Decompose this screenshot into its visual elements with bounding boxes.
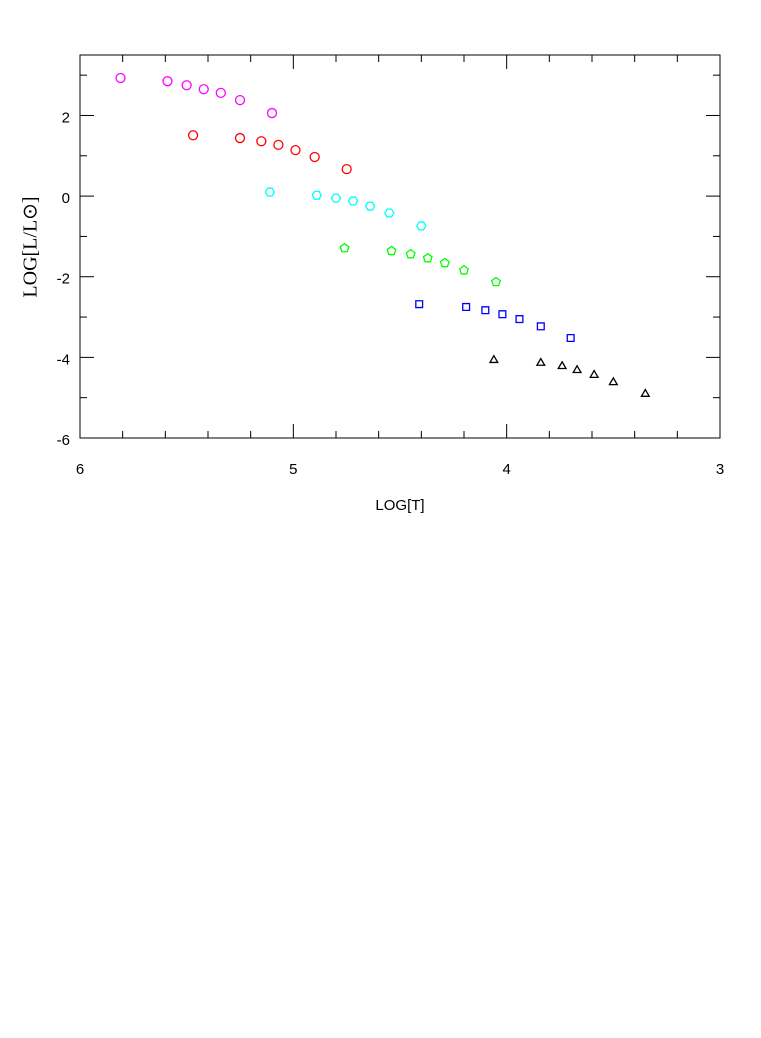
point xyxy=(347,196,359,206)
point xyxy=(264,187,276,197)
point xyxy=(162,76,173,87)
point xyxy=(309,151,320,163)
x-tick-label: 4 xyxy=(502,461,510,478)
y-tick-label: -6 xyxy=(57,432,70,449)
point xyxy=(215,87,226,99)
point xyxy=(256,136,267,147)
point xyxy=(462,302,471,312)
point xyxy=(181,80,192,91)
x-tick-label: 5 xyxy=(289,461,297,478)
point xyxy=(572,364,583,374)
point xyxy=(266,107,278,119)
y-tick-label: -4 xyxy=(57,351,70,368)
point xyxy=(481,306,490,315)
point xyxy=(415,300,424,309)
plot-frame xyxy=(79,54,721,439)
point xyxy=(458,264,470,275)
x-axis-label: LOG[T] xyxy=(375,497,424,514)
point xyxy=(386,245,397,256)
point xyxy=(439,257,450,268)
point xyxy=(187,130,199,141)
point xyxy=(557,360,568,370)
y-axis-label: LOG[L/L⊙] xyxy=(20,196,42,297)
y-tick-label: 0 xyxy=(62,190,70,207)
point xyxy=(273,139,284,151)
point xyxy=(536,322,545,331)
x-tick-label: 6 xyxy=(76,461,84,478)
y-tick-label: -2 xyxy=(57,271,70,288)
point xyxy=(498,310,507,319)
point xyxy=(290,144,301,156)
point xyxy=(198,84,209,95)
point xyxy=(515,315,524,324)
point xyxy=(405,248,416,259)
point xyxy=(341,163,352,175)
point xyxy=(566,333,575,343)
point xyxy=(490,276,502,287)
point xyxy=(422,252,433,263)
y-tick-label: 2 xyxy=(62,109,70,126)
point xyxy=(339,242,350,253)
point xyxy=(384,208,395,218)
point xyxy=(488,354,499,364)
point xyxy=(115,72,126,84)
x-tick-label: 3 xyxy=(716,461,724,478)
point xyxy=(234,95,246,106)
point xyxy=(608,376,619,386)
point xyxy=(640,388,651,397)
point xyxy=(234,132,246,144)
point xyxy=(416,221,427,231)
point xyxy=(311,190,323,200)
point xyxy=(589,369,600,379)
point xyxy=(364,201,376,211)
point xyxy=(330,193,342,203)
point xyxy=(535,357,546,366)
